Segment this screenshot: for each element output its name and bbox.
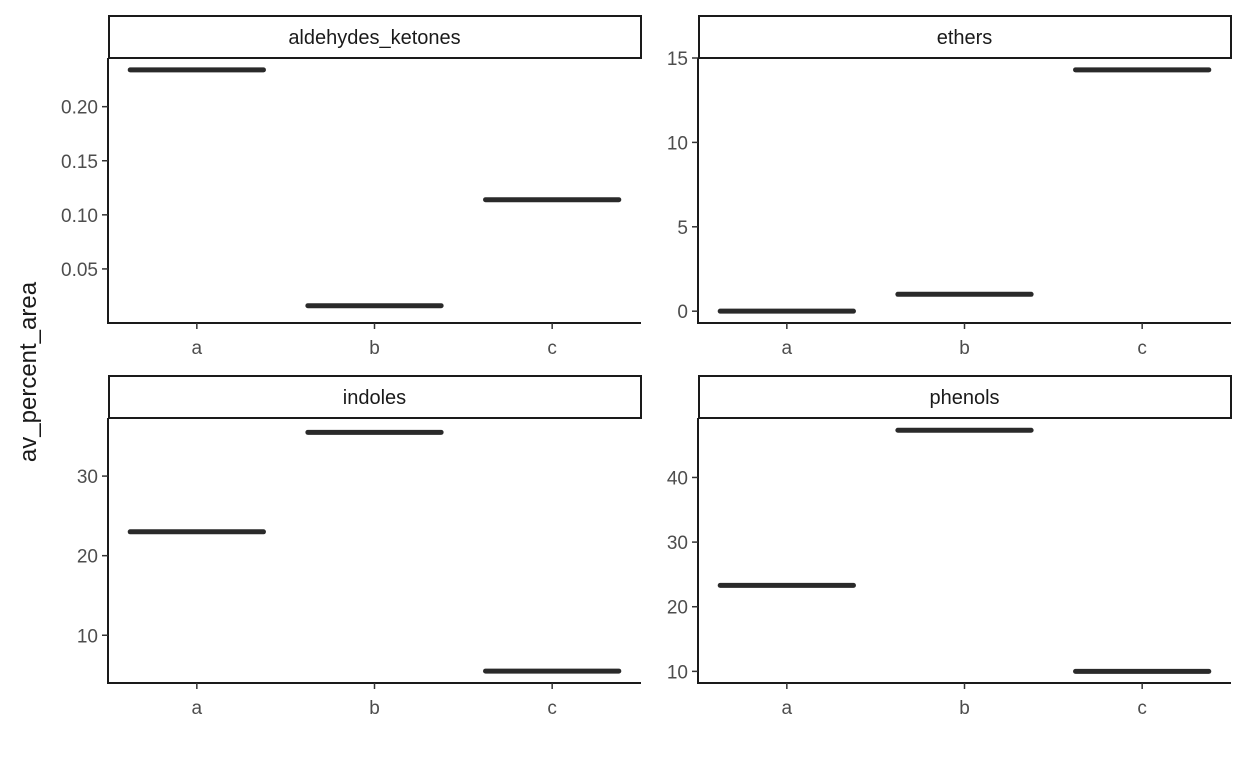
y-tick-label: 0 xyxy=(677,302,688,323)
x-tick-label: c xyxy=(1137,338,1147,359)
y-axis-label: av_percent_area xyxy=(15,281,42,462)
y-tick-label: 5 xyxy=(677,218,688,239)
x-tick-label: b xyxy=(369,698,380,719)
x-tick-label: c xyxy=(547,338,557,359)
facet-indoles: indoles 10 20 30 a b c xyxy=(77,375,642,719)
facet-strip-label: aldehydes_ketones xyxy=(288,27,460,49)
y-tick-label: 30 xyxy=(77,467,98,488)
facet-strip xyxy=(698,375,1232,419)
y-tick-label: 0.10 xyxy=(61,206,98,227)
y-tick-label: 10 xyxy=(667,662,688,683)
y-tick-label: 15 xyxy=(667,49,688,70)
x-tick-label: a xyxy=(192,338,203,359)
y-tick-label: 20 xyxy=(77,547,98,568)
facet-strip-label: indoles xyxy=(343,387,406,409)
y-tick-label: 0.05 xyxy=(61,260,98,281)
x-tick-label: a xyxy=(782,338,793,359)
x-tick-label: a xyxy=(192,698,203,719)
y-tick-label: 10 xyxy=(77,626,98,647)
facet-ethers: ethers 0 5 10 15 a b c xyxy=(667,15,1232,359)
y-tick-label: 0.15 xyxy=(61,152,98,173)
facet-strip-label: phenols xyxy=(929,387,999,409)
facet-strip-label: ethers xyxy=(937,27,993,49)
facet-strip xyxy=(698,15,1232,59)
facet-aldehydes_ketones: aldehydes_ketones 0.05 0.10 0.15 0.20 a b c xyxy=(61,15,642,359)
y-tick-label: 40 xyxy=(667,468,688,489)
x-tick-label: b xyxy=(959,338,970,359)
facet-strip xyxy=(108,15,642,59)
x-tick-label: b xyxy=(369,338,380,359)
facet-strip xyxy=(108,375,642,419)
x-tick-label: a xyxy=(782,698,793,719)
x-tick-label: c xyxy=(547,698,557,719)
y-tick-label: 20 xyxy=(667,598,688,619)
y-tick-label: 10 xyxy=(667,133,688,154)
facet-phenols: phenols 10 20 30 40 a b c xyxy=(667,375,1232,719)
x-tick-label: c xyxy=(1137,698,1147,719)
y-tick-label: 0.20 xyxy=(61,98,98,119)
x-tick-label: b xyxy=(959,698,970,719)
y-tick-label: 30 xyxy=(667,533,688,554)
